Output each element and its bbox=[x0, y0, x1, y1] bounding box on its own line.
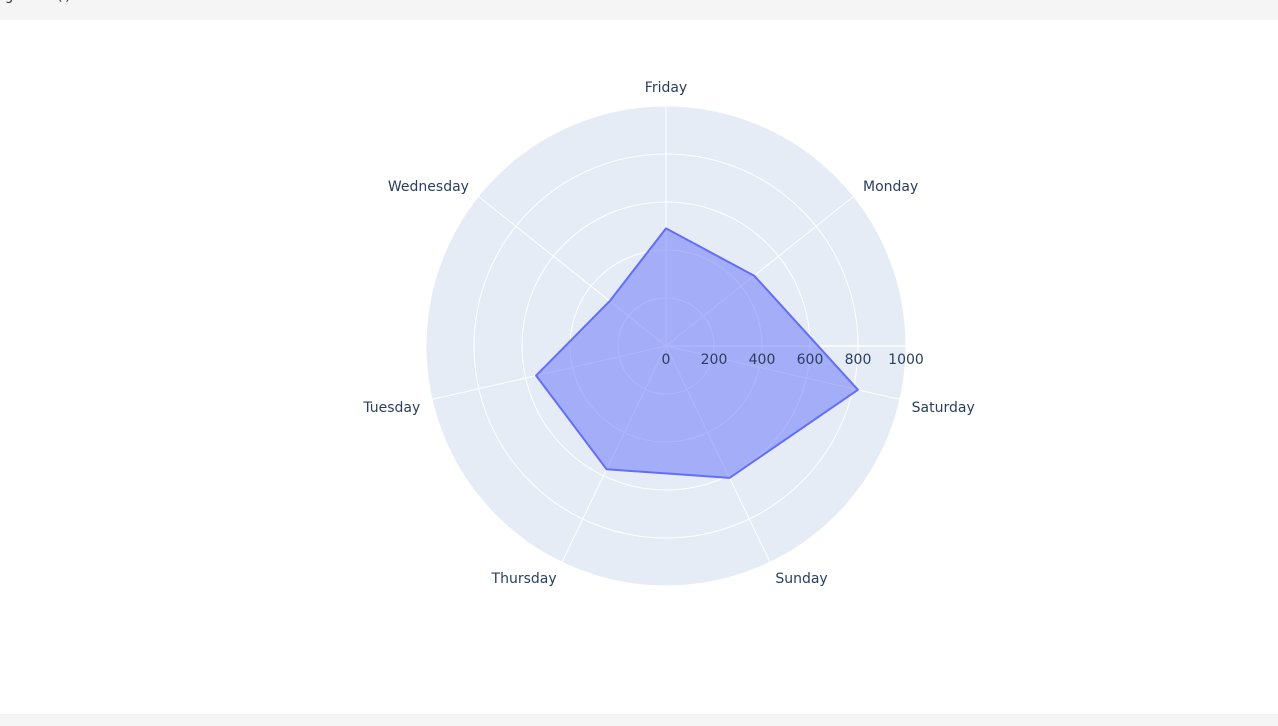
angular-tick-label: Tuesday bbox=[362, 400, 420, 416]
radar-area bbox=[535, 227, 859, 479]
code-line: fig.show() bbox=[0, 0, 72, 4]
angular-tick-label: Sunday bbox=[775, 571, 827, 587]
angular-tick-label: Monday bbox=[863, 179, 918, 195]
radial-tick-label: 400 bbox=[749, 352, 776, 368]
radial-tick-label: 800 bbox=[845, 352, 872, 368]
radial-tick-label: 600 bbox=[797, 352, 824, 368]
radial-tick-label: 200 bbox=[701, 352, 728, 368]
notebook-footer-bar bbox=[0, 714, 1278, 726]
radial-tick-label: 1000 bbox=[888, 352, 924, 368]
angular-tick-label: Friday bbox=[645, 80, 687, 96]
notebook-input-bar bbox=[0, 0, 1278, 20]
angular-tick-label: Wednesday bbox=[388, 179, 469, 195]
angular-tick-label: Saturday bbox=[912, 400, 975, 416]
radial-tick-label: 0 bbox=[662, 352, 671, 368]
angular-tick-label: Thursday bbox=[491, 571, 557, 587]
